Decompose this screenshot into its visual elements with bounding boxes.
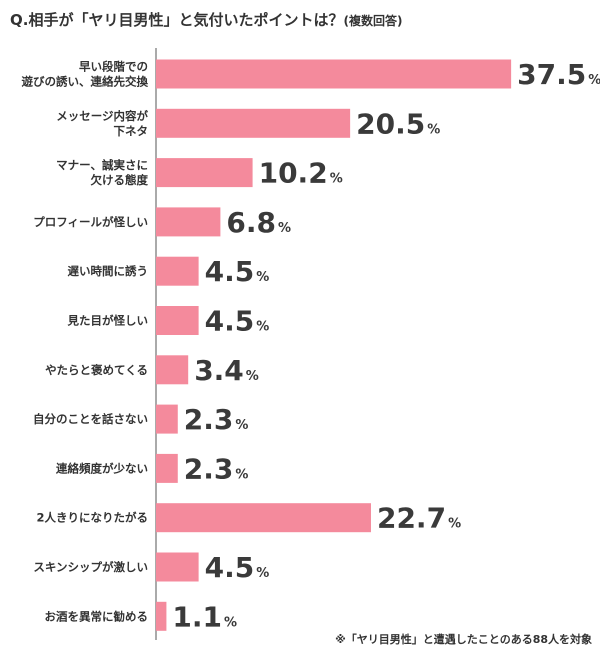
value-label: 3.4%	[194, 354, 259, 387]
category-label: スキンシップが激しい	[33, 560, 148, 574]
bar	[156, 207, 221, 237]
category-label: 早い段階での遊びの誘い、連絡先交換	[22, 60, 149, 89]
value-label: 4.5%	[205, 305, 270, 338]
chart-title: Q.相手が「ヤリ目男性」と気付いたポイントは？(複数回答)	[10, 9, 402, 30]
value-label: 2.3%	[184, 452, 249, 485]
category-label: やたらと褒めてくる	[45, 363, 148, 377]
chart-title-suffix: (複数回答)	[343, 14, 403, 28]
bar	[156, 355, 189, 385]
value-label: 37.5%	[517, 58, 600, 91]
category-label: 連絡頻度が少ない	[56, 461, 148, 475]
value-label: 4.5%	[205, 255, 270, 288]
value-label: 4.5%	[205, 551, 270, 584]
category-label: お酒を異常に勧める	[45, 609, 149, 623]
value-label: 20.5%	[356, 107, 440, 140]
category-label: プロフィールが怪しい	[33, 215, 148, 229]
bar	[156, 503, 371, 533]
bar	[156, 453, 178, 483]
footnote: ※「ヤリ目男性」と遭遇したことのある88人を対象	[335, 633, 592, 646]
category-label: 見た目が怪しい	[67, 314, 149, 328]
bar	[156, 59, 512, 89]
category-label: マナー、誠実さに欠ける態度	[56, 158, 148, 187]
value-label: 22.7%	[377, 502, 461, 535]
bar	[156, 404, 178, 434]
bar	[156, 306, 199, 335]
bar	[156, 256, 199, 286]
category-label: メッセージ内容が下ネタ	[56, 109, 148, 138]
bar	[156, 601, 167, 631]
value-label: 1.1%	[172, 600, 237, 633]
value-label: 10.2%	[259, 157, 343, 190]
category-label: 遅い時間に誘う	[68, 264, 149, 278]
bar	[156, 552, 199, 582]
category-label: 2人きりになりたがる	[36, 511, 148, 525]
value-label: 6.8%	[226, 206, 291, 239]
bar	[156, 158, 253, 188]
chart-title-main: Q.相手が「ヤリ目男性」と気付いたポイントは？	[10, 11, 344, 29]
bar	[156, 108, 351, 138]
value-label: 2.3%	[184, 403, 249, 436]
category-label: 自分のことを話さない	[33, 412, 148, 426]
